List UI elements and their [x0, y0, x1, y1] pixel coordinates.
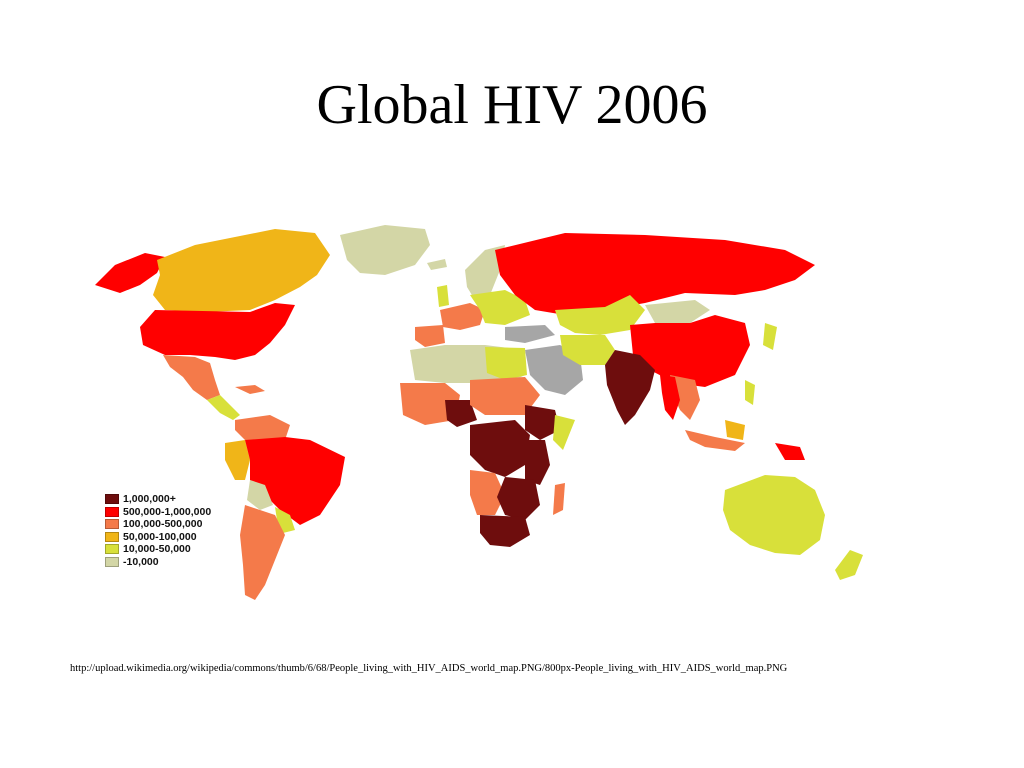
legend-swatch [105, 519, 119, 530]
region-mexico [163, 355, 220, 400]
legend-label: 500,000-1,000,000 [123, 505, 212, 518]
region-philippines [745, 380, 755, 405]
legend-item: 50,000-100,000 [105, 531, 211, 543]
region-egypt [485, 347, 527, 380]
legend-item: 500,000-1,000,000 [105, 506, 211, 518]
world-map-svg [95, 225, 863, 600]
region-mongolia [645, 300, 710, 323]
legend-label: 10,000-50,000 [123, 543, 191, 556]
world-map [85, 215, 935, 615]
region-central-africa [470, 420, 530, 477]
legend-label: 50,000-100,000 [123, 530, 197, 543]
legend-label: 100,000-500,000 [123, 518, 203, 531]
region-turkey [505, 325, 555, 343]
region-southeast-africa [497, 477, 540, 520]
slide-title: Global HIV 2006 [316, 74, 708, 136]
region-southeast-asia [670, 375, 700, 420]
legend-swatch [105, 556, 119, 567]
region-australia [723, 475, 825, 555]
region-iran [560, 335, 615, 365]
region-south-africa [480, 515, 530, 547]
region-western-europe [440, 303, 485, 330]
region-southern-central-africa [470, 470, 505, 515]
region-japan [763, 323, 777, 350]
region-thailand [660, 375, 680, 420]
region-central-asia [555, 295, 645, 335]
region-sudan [470, 377, 540, 415]
region-greenland [340, 225, 430, 275]
region-papua [775, 443, 805, 460]
region-central-america [207, 395, 240, 420]
region-brazil [245, 437, 345, 525]
region-india [605, 350, 655, 425]
map-legend: 1,000,000+ 500,000-1,000,000 100,000-500… [105, 493, 211, 569]
legend-swatch [105, 506, 119, 517]
legend-item: 10,000-50,000 [105, 543, 211, 555]
region-caribbean [235, 385, 265, 394]
region-iceland [427, 259, 447, 270]
region-scandinavia [465, 245, 505, 300]
legend-swatch [105, 531, 119, 542]
region-argentina [240, 505, 285, 600]
region-eastern-europe [470, 290, 530, 325]
legend-label: -10,000 [123, 555, 159, 568]
region-alaska [95, 253, 165, 293]
region-ethiopia [525, 405, 560, 440]
region-east-africa [525, 440, 550, 485]
region-new-zealand [835, 550, 863, 580]
region-bolivia [247, 480, 273, 510]
region-uk [437, 285, 449, 307]
region-northern-south-america [235, 415, 290, 443]
region-usa [140, 303, 295, 360]
legend-swatch [105, 544, 119, 555]
legend-swatch [105, 494, 119, 504]
region-china [630, 315, 750, 387]
region-canada [153, 229, 330, 312]
region-madagascar [553, 483, 565, 515]
region-somalia [553, 415, 575, 450]
region-west-africa [400, 383, 460, 425]
source-url[interactable]: http://upload.wikimedia.org/wikipedia/co… [70, 663, 788, 674]
region-russia [495, 233, 815, 315]
legend-label: 1,000,000+ [123, 493, 176, 505]
legend-item: -10,000 [105, 556, 211, 568]
region-iberia [415, 325, 445, 347]
region-borneo [725, 420, 745, 440]
region-indonesia [685, 430, 745, 451]
region-nigeria [445, 400, 477, 427]
region-peru [225, 440, 250, 480]
legend-item: 1,000,000+ [105, 493, 211, 505]
legend-item: 100,000-500,000 [105, 518, 211, 530]
